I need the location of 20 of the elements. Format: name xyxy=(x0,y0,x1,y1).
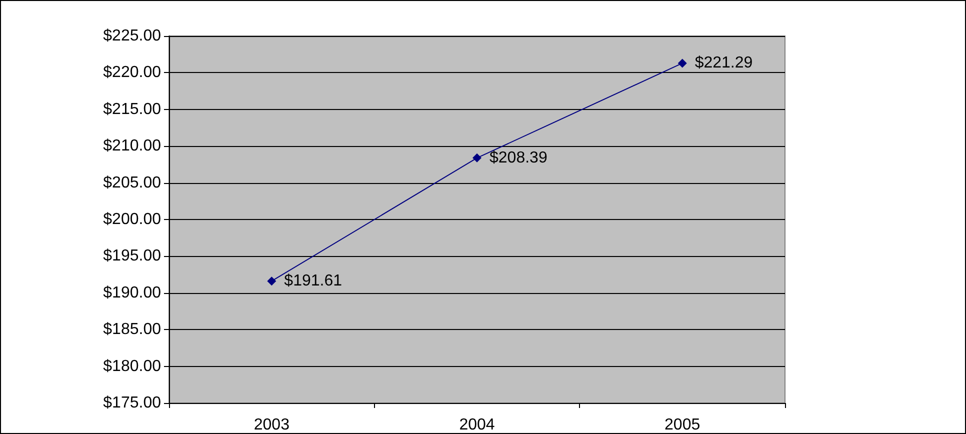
data-label: $208.39 xyxy=(490,149,548,166)
y-tick-label: $215.00 xyxy=(103,100,162,118)
y-tick-label: $200.00 xyxy=(103,211,162,228)
data-label: $191.61 xyxy=(284,272,342,290)
y-tick-label: $180.00 xyxy=(103,358,162,375)
x-tick-label: 2004 xyxy=(459,416,495,434)
y-tick-label: $175.00 xyxy=(103,394,162,412)
y-tick-label: $225.00 xyxy=(103,28,162,44)
point xyxy=(678,58,687,68)
y-tick-label: $220.00 xyxy=(103,64,162,82)
data-label: $221.29 xyxy=(694,54,753,72)
y-tick-label: $185.00 xyxy=(103,321,162,338)
y-tick-label: $190.00 xyxy=(103,284,162,302)
point xyxy=(267,276,276,286)
y-tick-label: $210.00 xyxy=(103,138,162,155)
y-tick-label: $205.00 xyxy=(103,174,162,192)
x-tick-label: 2003 xyxy=(254,416,290,434)
x-tick-label: 2005 xyxy=(664,416,700,434)
point xyxy=(472,153,482,162)
y-tick-label: $195.00 xyxy=(103,248,162,265)
